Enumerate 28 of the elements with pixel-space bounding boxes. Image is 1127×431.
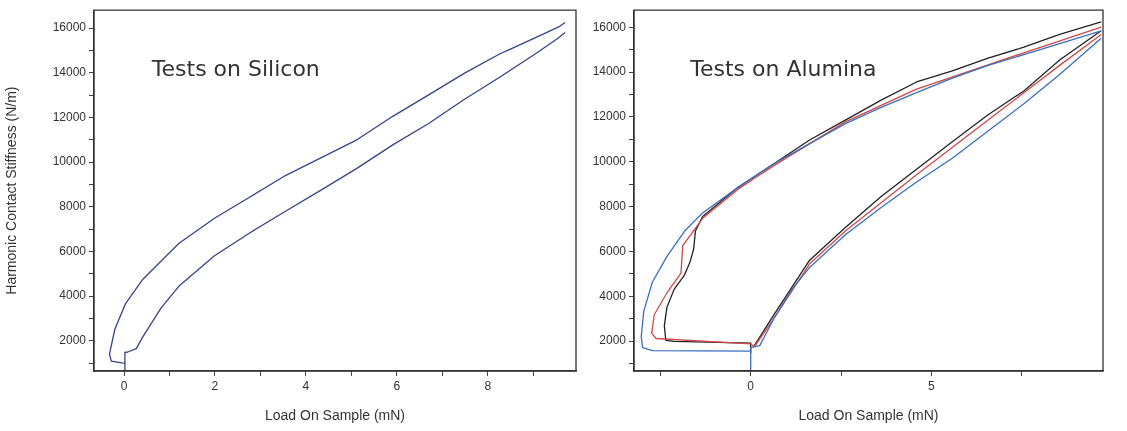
y-tick-label: 12000 xyxy=(592,109,627,124)
x-tick-label: 0 xyxy=(120,378,128,393)
x-tick-label: 5 xyxy=(928,378,936,393)
y-tick-label: 16000 xyxy=(592,19,627,34)
x-tick-label: 8 xyxy=(484,378,492,393)
x-axis-title: Load On Sample (mN) xyxy=(264,407,406,424)
x-tick-label: 4 xyxy=(302,378,310,393)
y-tick-label: 6000 xyxy=(599,243,627,258)
y-tick-label: 14000 xyxy=(52,65,87,80)
y-tick-label: 6000 xyxy=(59,243,87,258)
y-tick-label: 8000 xyxy=(59,199,87,214)
y-tick-label: 14000 xyxy=(592,64,627,79)
annotation: Tests on Alumina xyxy=(689,55,877,81)
y-tick-label: 8000 xyxy=(599,198,627,213)
y-tick-label: 10000 xyxy=(52,154,87,169)
x-tick-label: 6 xyxy=(393,378,401,393)
y-axis-title: Harmonic Contact Stiffness (N/m) xyxy=(3,86,20,295)
y-tick-label: 10000 xyxy=(592,154,627,169)
y-tick-label: 12000 xyxy=(52,109,87,124)
annotation: Tests on Silicon xyxy=(150,55,320,81)
x-tick-label: 0 xyxy=(747,378,755,393)
y-tick-label: 16000 xyxy=(52,20,87,35)
y-tick-label: 4000 xyxy=(599,288,627,303)
y-tick-label: 2000 xyxy=(59,333,87,348)
x-tick-label: 2 xyxy=(211,378,219,393)
y-tick-label: 4000 xyxy=(59,288,87,303)
y-tick-label: 2000 xyxy=(599,333,627,348)
x-axis-title: Load On Sample (mN) xyxy=(798,407,939,424)
